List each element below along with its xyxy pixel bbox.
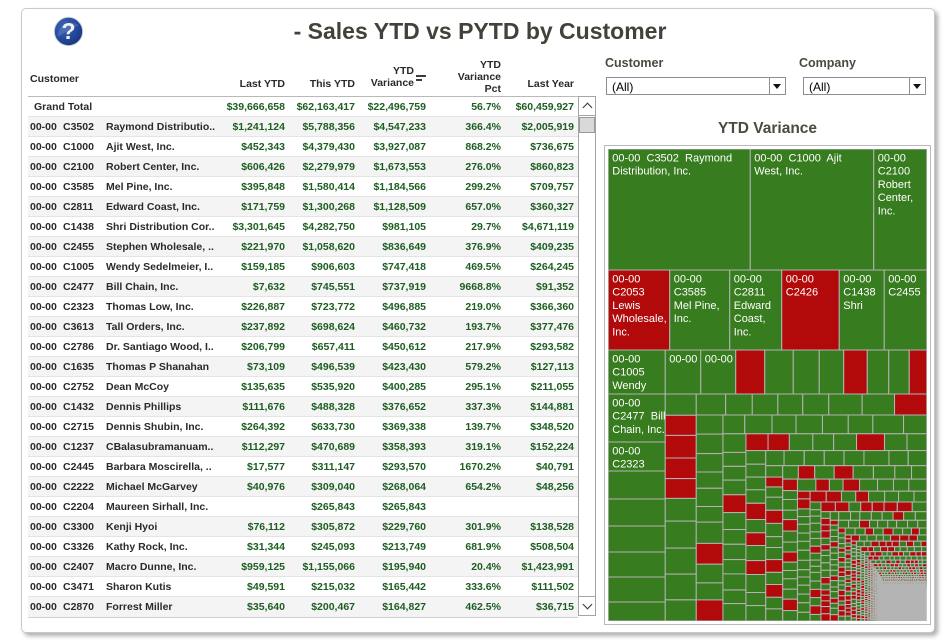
svg-text:00-00: 00-00	[669, 354, 697, 366]
svg-text:?: ?	[61, 18, 75, 44]
svg-text:00-00: 00-00	[705, 354, 733, 366]
